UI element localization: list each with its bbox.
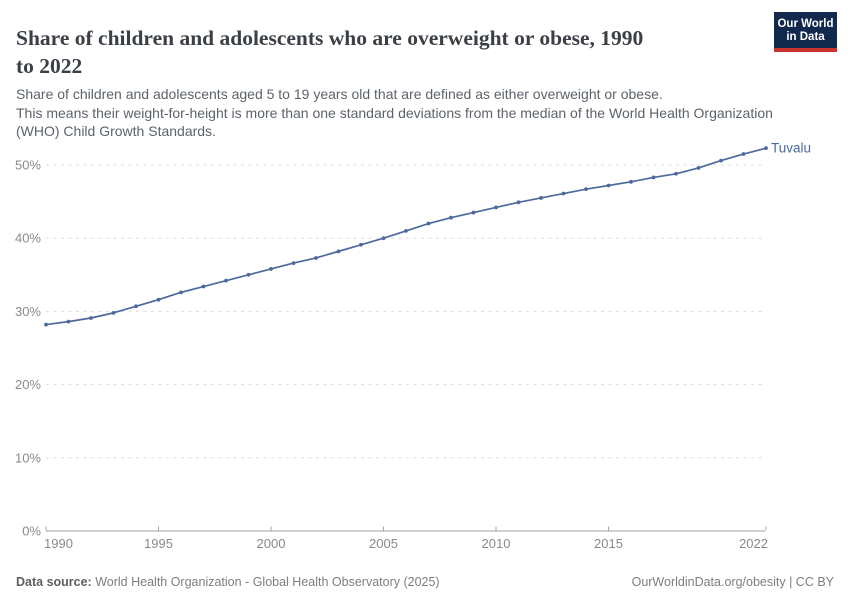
data-point [134,304,138,309]
data-point [539,196,543,200]
data-point [291,261,296,265]
data-point [651,175,656,180]
x-tick-label: 1990 [44,536,73,551]
data-point [224,278,228,283]
data-point [314,256,318,260]
chart-footer: Data source: World Health Organization -… [16,575,834,589]
data-point [66,319,71,324]
data-point [44,322,48,327]
y-tick-label: 20% [15,377,41,392]
chart-subtitle-line1: Share of children and adolescents aged 5… [16,86,663,102]
data-point [404,228,408,233]
data-point [516,200,521,205]
owid-logo-line2: in Data [786,31,825,43]
chart-subtitle: Share of children and adolescents aged 5… [16,85,831,141]
owid-logo-line1: Our World [777,18,834,30]
data-point [696,166,701,170]
data-point [719,158,723,163]
data-point [449,215,453,220]
y-tick-label: 10% [15,450,41,465]
data-point [629,179,633,184]
chart-title: Share of children and adolescents who ar… [16,25,761,80]
data-point [471,210,476,215]
data-source-label: Data source: [16,575,92,589]
data-point [246,272,251,277]
chart-title-line1: Share of children and adolescents who ar… [16,26,644,51]
data-point [201,284,206,289]
x-tick-label: 1995 [144,536,173,551]
data-point [741,152,746,156]
chart-subtitle-line3: (WHO) Child Growth Standards. [16,123,216,139]
data-source: Data source: World Health Organization -… [16,575,440,589]
data-point [584,187,588,192]
data-point [381,236,386,241]
data-point [494,205,498,210]
y-tick-label: 40% [15,231,41,246]
data-line-tuvalu [45,147,767,326]
data-source-text: World Health Organization - Global Healt… [95,575,440,589]
data-point [359,242,363,247]
data-point [674,171,678,176]
chart-title-line2: to 2022 [16,53,83,78]
data-point [336,249,341,254]
x-tick-label: 2022 [739,536,768,551]
data-point [764,146,768,151]
chart-subtitle-line2: This means their weight-for-height is mo… [16,104,773,121]
y-tick-label: 30% [15,304,41,319]
x-tick-label: 2010 [482,536,511,551]
data-point [179,290,183,295]
x-tick-label: 2015 [594,536,623,551]
data-point [606,183,611,188]
data-point [426,221,431,226]
attribution-link[interactable]: OurWorldinData.org/obesity | CC BY [631,575,834,589]
owid-logo[interactable]: Our World in Data [774,12,837,52]
x-tick-label: 2000 [257,536,286,551]
x-tick-label: 2005 [369,536,398,551]
y-tick-label: 50% [15,158,41,173]
data-point [111,310,116,315]
data-point [561,191,566,196]
entity-label-tuvalu: Tuvalu [771,141,811,156]
data-point [269,267,273,271]
y-tick-label: 0% [22,524,41,539]
data-point [89,316,93,320]
data-point [156,297,161,302]
